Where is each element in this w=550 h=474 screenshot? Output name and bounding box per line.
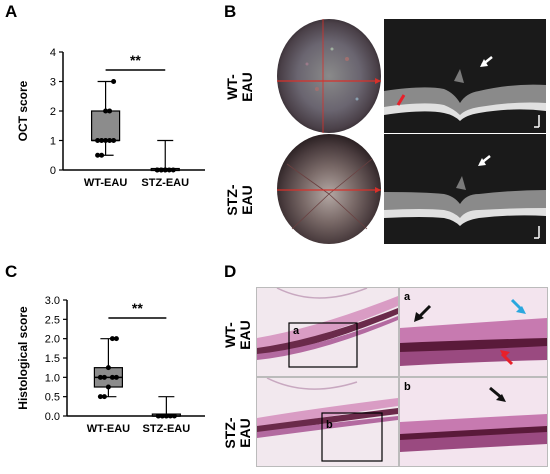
data-point [171, 413, 177, 419]
data-point [113, 374, 119, 380]
data-point [105, 365, 111, 371]
data-point [97, 374, 103, 380]
data-point [166, 167, 172, 173]
data-point [167, 413, 173, 419]
y-tick-label: 2 [50, 106, 56, 118]
data-point [111, 79, 117, 84]
data-point [95, 152, 101, 158]
panel-letter-a: A [5, 2, 18, 21]
histology-wt-overview: a [256, 287, 399, 377]
data-point [170, 167, 176, 173]
blue-arrow-wt [516, 306, 526, 314]
red-arrow-wt [396, 94, 406, 106]
data-point [159, 413, 165, 419]
data-point [113, 336, 119, 342]
black-arrow-wt [414, 312, 424, 322]
histology-wt-detail: a [399, 287, 548, 377]
oct-image-wt [384, 19, 546, 133]
y-tick-label: 0 [50, 165, 56, 177]
panel-b-row-label-wt: WT- EAU [224, 72, 255, 102]
data-point [111, 138, 117, 143]
y-tick-label: 2.5 [45, 314, 60, 326]
panel-d-row-label-stz: STZ- EAU [222, 417, 253, 449]
data-point [163, 413, 169, 419]
histology-stz-overview: b [256, 377, 399, 467]
y-tick-label: 1.0 [45, 372, 60, 384]
data-point [99, 152, 105, 158]
x-tick-label: WT-EAU [84, 177, 127, 189]
panel-letter-b: B [224, 2, 237, 21]
data-point [97, 394, 103, 400]
oct-image-stz [384, 134, 546, 244]
y-tick-label: 4 [50, 47, 56, 59]
data-point [95, 138, 101, 143]
data-point [107, 108, 113, 114]
white-arrow-stz [478, 158, 486, 166]
inset-box-a [288, 322, 358, 368]
white-arrow-wt [480, 59, 488, 67]
inset-letter-b: b [326, 419, 333, 431]
significance-label: ** [132, 300, 143, 316]
detail-letter-a: a [404, 291, 411, 303]
data-point [103, 108, 109, 114]
histology-stz-detail: b [399, 377, 548, 467]
red-arrow-histology-wt [500, 350, 510, 358]
y-tick-label: 0.5 [45, 392, 60, 404]
y-tick-label: 1.5 [45, 353, 60, 365]
data-point [154, 167, 160, 173]
data-point [109, 336, 115, 342]
inset-letter-a: a [293, 325, 300, 337]
y-axis-label: OCT score [16, 80, 30, 141]
panel-letter-d: D [224, 262, 237, 281]
y-axis-label: Histological score [16, 306, 30, 410]
y-tick-label: 1 [50, 136, 56, 148]
data-point [101, 374, 107, 380]
data-point [162, 167, 168, 173]
x-tick-label: STZ-EAU [143, 423, 191, 435]
oct-score-box-plot: 0 1 2 3 4 OCT score WT-EAU STZ-EAU ** [16, 47, 205, 189]
y-tick-label: 2.0 [45, 334, 60, 346]
data-point [103, 138, 109, 143]
fundus-image-stz [277, 134, 381, 244]
box [90, 110, 121, 142]
data-point [155, 413, 161, 419]
x-tick-label: STZ-EAU [141, 177, 189, 189]
data-point [158, 167, 164, 173]
data-point [107, 138, 113, 143]
data-point [101, 394, 107, 400]
panel-b-row-label-stz: STZ- EAU [224, 184, 255, 216]
y-tick-label: 0.0 [45, 411, 60, 423]
panel-d-row-label-wt: WT- EAU [222, 320, 253, 350]
detail-letter-b: b [404, 381, 411, 393]
inset-box-b [321, 412, 383, 462]
y-tick-label: 3 [50, 77, 56, 89]
black-arrow-stz [496, 394, 506, 402]
histological-score-box-plot: 0.0 0.5 1.0 1.5 2.0 2.5 3.0 Histological score W… [16, 295, 205, 435]
x-tick-label: WT-EAU [87, 423, 130, 435]
panel-letter-c: C [5, 262, 18, 281]
data-point [109, 374, 115, 380]
significance-label: ** [130, 52, 141, 68]
data-point [105, 384, 111, 390]
fundus-image-wt [277, 19, 381, 133]
data-point [99, 138, 105, 143]
y-tick-label: 3.0 [45, 295, 60, 307]
